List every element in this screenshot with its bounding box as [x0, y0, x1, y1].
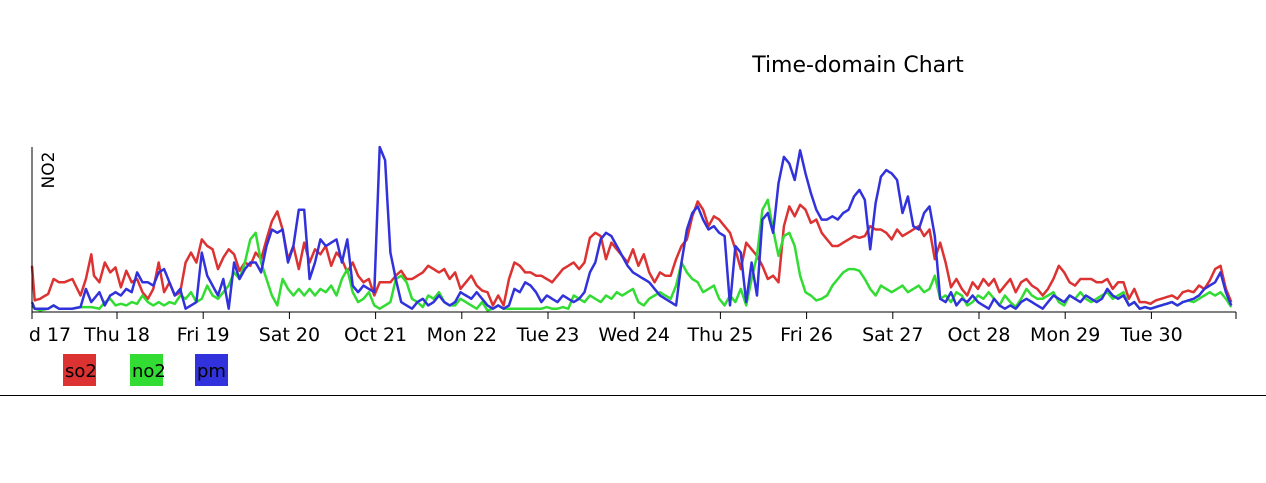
x-tick-label: Fri 26 — [780, 324, 833, 346]
legend-swatch — [63, 354, 96, 386]
x-tick-label: d 17 — [29, 324, 71, 346]
x-tick-label: Oct 21 — [344, 324, 407, 346]
x-tick-label: Mon 29 — [1030, 324, 1100, 346]
x-tick-label: Fri 19 — [177, 324, 230, 346]
legend-label: no2 — [132, 361, 166, 382]
y-axis-label: NO2 — [39, 152, 59, 189]
x-tick-label: Sat 20 — [259, 324, 320, 346]
legend-item-so2[interactable]: so2 — [63, 354, 97, 386]
chart-title: Time-domain Chart — [751, 53, 964, 78]
x-tick-label: Thu 25 — [686, 324, 753, 346]
x-tick-label: Oct 28 — [947, 324, 1010, 346]
legend-label: pm — [197, 361, 226, 382]
legend-label: so2 — [65, 361, 97, 382]
x-tick-label: Tue 30 — [1119, 324, 1183, 346]
legend-swatch — [130, 354, 163, 386]
x-tick-label: Sat 27 — [862, 324, 923, 346]
x-tick-label: Wed 24 — [598, 324, 670, 346]
x-tick-label: Thu 18 — [83, 324, 150, 346]
legend: so2 no2 pm — [63, 354, 228, 386]
x-tick-label: Mon 22 — [427, 324, 497, 346]
series-line-pm — [30, 145, 1233, 310]
series-line-so2 — [30, 200, 1233, 307]
legend-swatch — [195, 354, 228, 386]
legend-item-pm[interactable]: pm — [195, 354, 228, 386]
x-axis-ticks: d 17 Thu 18 Fri 19 Sat 20 Oct 21 Mon 22 Tue 23… — [29, 312, 1237, 346]
legend-item-no2[interactable]: no2 — [130, 354, 166, 386]
series-layer — [30, 145, 1233, 312]
x-tick-label: Tue 23 — [516, 324, 580, 346]
